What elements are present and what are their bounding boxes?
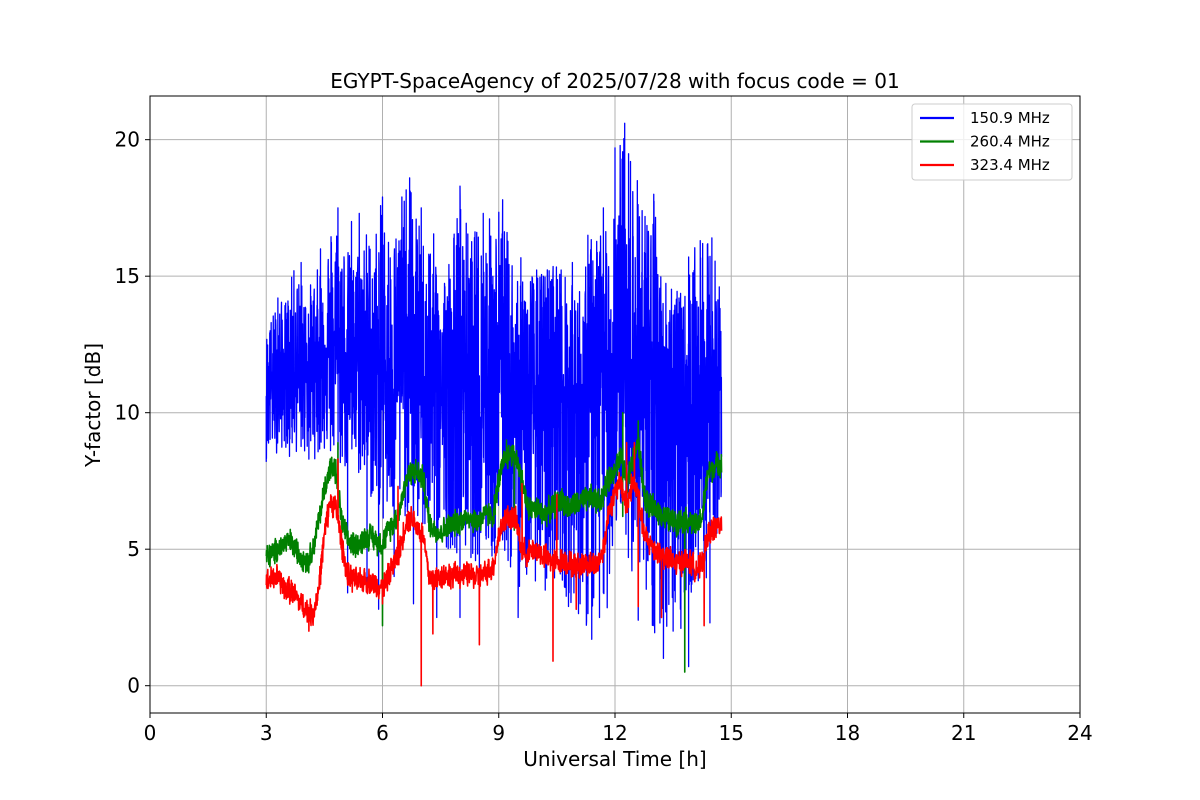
legend: 150.9 MHz 260.4 MHz 323.4 MHz <box>911 103 1073 181</box>
x-tick-label: 3 <box>260 721 273 745</box>
series-line <box>265 441 723 687</box>
x-tick-label: 15 <box>719 721 744 745</box>
series-150-9-mhz <box>265 122 723 668</box>
y-tick-label: 10 <box>115 401 140 425</box>
series-260-4-mhz <box>265 411 723 673</box>
x-tick-label: 0 <box>144 721 157 745</box>
x-tick-label: 24 <box>1067 721 1092 745</box>
y-tick-label: 0 <box>127 674 140 698</box>
x-tick-label: 9 <box>492 721 505 745</box>
x-tick-label: 18 <box>835 721 860 745</box>
legend-label: 260.4 MHz <box>970 133 1050 151</box>
axis-ticks: 0 3 6 9 12 15 18 21 24 0 5 10 15 20 <box>115 128 1093 745</box>
y-tick-label: 20 <box>115 128 140 152</box>
x-tick-label: 21 <box>951 721 976 745</box>
x-tick-label: 6 <box>376 721 389 745</box>
chart-title: EGYPT-SpaceAgency of 2025/07/28 with foc… <box>330 69 899 93</box>
x-tick-label: 12 <box>602 721 627 745</box>
x-axis-label: Universal Time [h] <box>523 747 706 771</box>
series-line <box>265 411 723 673</box>
legend-label: 150.9 MHz <box>970 109 1050 127</box>
y-tick-label: 15 <box>115 264 140 288</box>
y-axis-label: Y-factor [dB] <box>81 343 105 468</box>
y-tick-label: 5 <box>127 537 140 561</box>
series-323-4-mhz <box>265 441 723 687</box>
series-line <box>265 122 723 668</box>
legend-label: 323.4 MHz <box>970 156 1050 174</box>
legend-box <box>911 103 1073 181</box>
series-lines <box>265 122 723 687</box>
